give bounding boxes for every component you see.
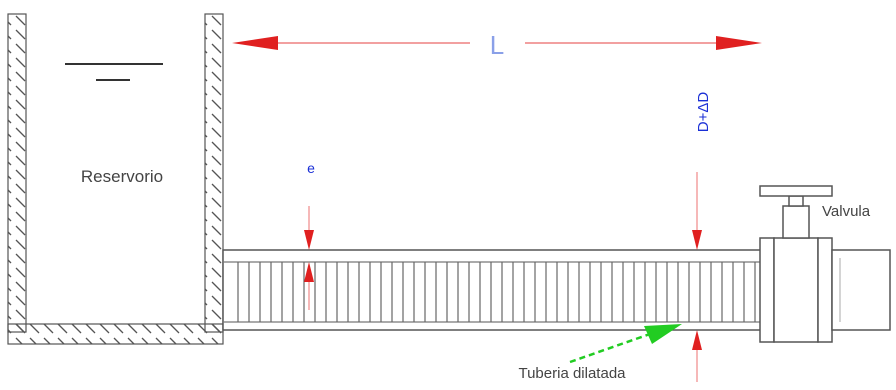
valve-label: Valvula bbox=[822, 203, 871, 220]
dilated-pipe-label: Tuberia dilatada bbox=[518, 365, 626, 382]
wall-thickness-label: e bbox=[307, 160, 315, 176]
reservoir-label: Reservorio bbox=[81, 167, 163, 186]
diameter-dimension: D+ΔD bbox=[692, 92, 712, 382]
length-arrow-right bbox=[716, 36, 762, 50]
pipe-ribs bbox=[237, 262, 756, 322]
wall-thickness-dimension: e bbox=[304, 160, 315, 310]
dilated-pipe bbox=[222, 249, 762, 331]
reservoir-left-wall bbox=[7, 13, 27, 333]
length-label: L bbox=[490, 30, 504, 60]
valve-handwheel bbox=[759, 185, 833, 197]
valve: Valvula bbox=[759, 185, 891, 343]
reservoir-right-wall bbox=[204, 13, 224, 333]
length-arrow-left bbox=[232, 36, 278, 50]
reservoir-bottom bbox=[7, 323, 224, 345]
valve-stem bbox=[782, 205, 810, 239]
length-dimension: L bbox=[232, 30, 762, 60]
dilated-pipe-pointer: Tuberia dilatada bbox=[518, 324, 682, 382]
reservoir: Reservorio bbox=[7, 13, 224, 345]
diameter-label: D+ΔD bbox=[695, 92, 712, 133]
